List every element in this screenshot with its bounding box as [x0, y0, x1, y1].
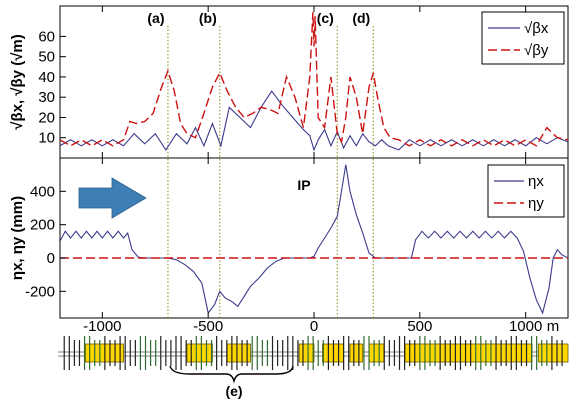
- eta-y-ticks: -200 0 200 400: [25, 183, 66, 300]
- lattice-schematic: [58, 336, 569, 370]
- x-ticks: -1000 -500 0 500 1000: [83, 6, 542, 335]
- beta-y-tick-label: 40: [38, 69, 55, 86]
- dipole-block: [298, 343, 315, 363]
- dipole-block: [537, 343, 569, 363]
- eta-y-tick-label: 400: [30, 183, 55, 200]
- beta-series-0: [60, 90, 568, 152]
- bracket-label: (e): [225, 383, 242, 399]
- marker-lines: [167, 26, 374, 318]
- x-axis-unit: m: [547, 318, 560, 335]
- x-tick-label: 500: [407, 318, 432, 335]
- section-bracket: [169, 365, 294, 384]
- beta-legend-box: [481, 11, 565, 65]
- eta-legend: ηx ηy: [487, 164, 565, 218]
- dipole-block: [368, 343, 385, 363]
- legend-label-betax: √βx: [524, 20, 549, 37]
- legend-label-betay: √βy: [524, 42, 549, 59]
- beta-series-group: [60, 12, 568, 152]
- eta-y-tick-label: -200: [25, 283, 55, 300]
- beta-y-tick-label: 30: [38, 89, 55, 106]
- direction-arrow-icon: [78, 177, 147, 219]
- beta-y-tick-label: 50: [38, 49, 55, 66]
- marker-label: (a): [147, 10, 164, 26]
- ip-annotation: IP: [297, 177, 310, 193]
- marker-label: (b): [199, 10, 217, 26]
- marker-labels: (a) (b) (c) (d): [147, 10, 370, 26]
- beta-y-ticks: 10 20 30 40 50 60: [38, 28, 66, 147]
- eta-y-tick-label: 0: [47, 250, 55, 267]
- eta-legend-box: [487, 164, 565, 218]
- eta-y-axis-label: ηx, ηy (mm): [9, 196, 26, 280]
- x-tick-label: 0: [310, 318, 318, 335]
- legend-label-etax: ηx: [528, 173, 544, 190]
- beta-y-tick-label: 10: [38, 130, 55, 147]
- beta-y-tick-label: 20: [38, 109, 55, 126]
- legend-label-etay: ηy: [528, 195, 544, 212]
- eta-series-0: [60, 164, 568, 315]
- eta-series-group: [60, 164, 568, 315]
- x-tick-label: -1000: [83, 318, 121, 335]
- marker-label: (d): [352, 10, 370, 26]
- marker-label: (c): [317, 10, 334, 26]
- dipole-block: [349, 343, 364, 363]
- beta-y-axis-label: √βx, √βy (√m): [9, 34, 26, 130]
- eta-y-tick-label: 200: [30, 217, 55, 234]
- dipole-block: [404, 343, 533, 363]
- beta-y-tick-label: 60: [38, 28, 55, 45]
- x-tick-label: -500: [193, 318, 223, 335]
- x-tick-label: 1000: [509, 318, 542, 335]
- beta-legend: √βx √βy: [481, 11, 565, 65]
- beta-series-1: [60, 12, 568, 147]
